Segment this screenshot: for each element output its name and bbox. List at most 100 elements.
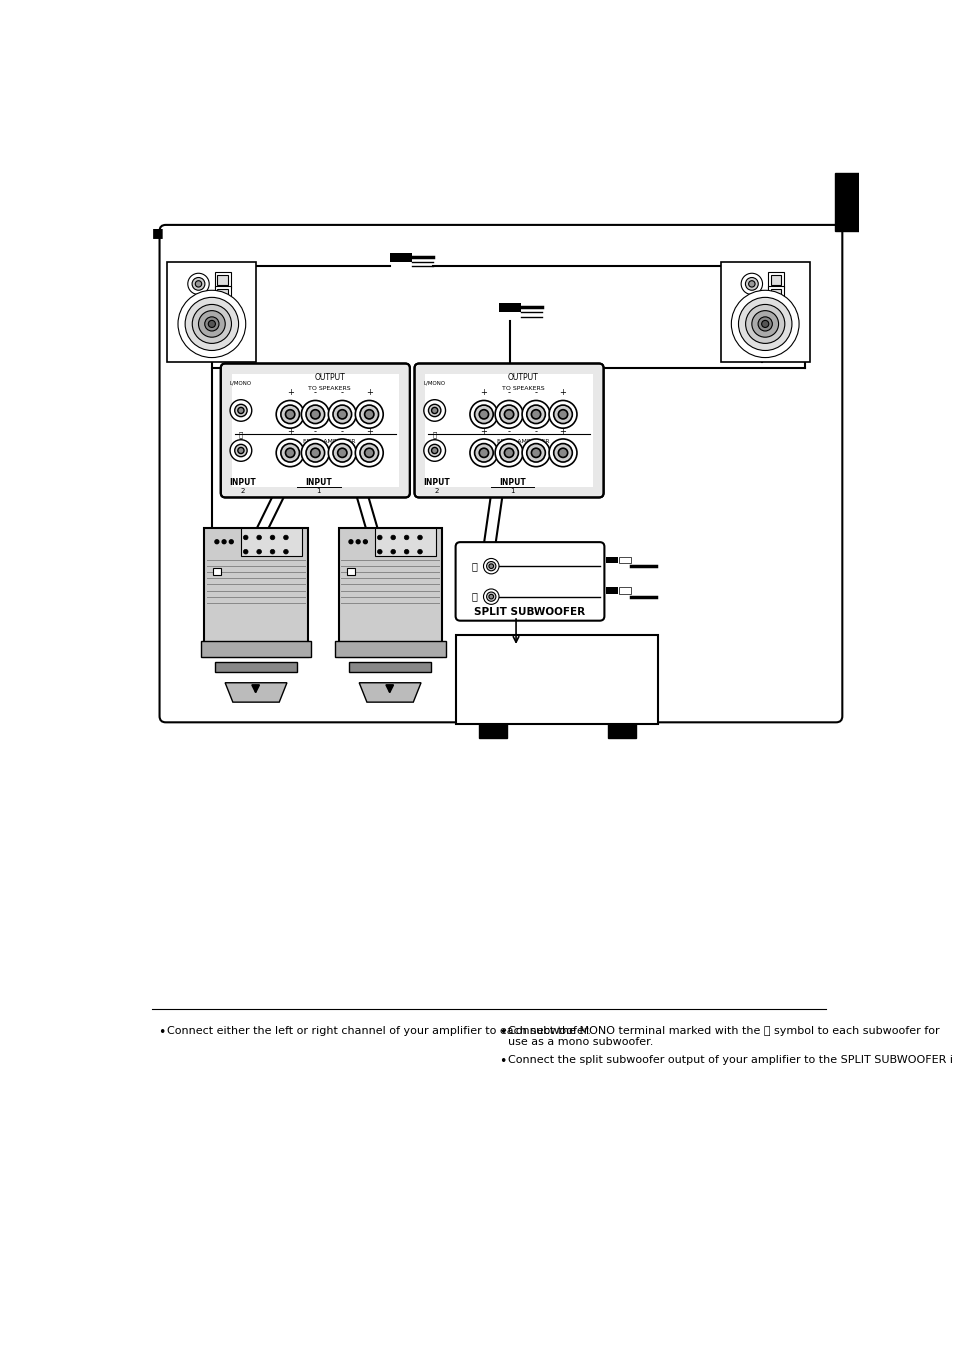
Circle shape: [731, 290, 799, 357]
Circle shape: [504, 410, 513, 419]
Polygon shape: [225, 682, 287, 702]
Circle shape: [178, 290, 246, 357]
Circle shape: [193, 305, 232, 344]
Circle shape: [306, 443, 324, 462]
Circle shape: [359, 406, 378, 423]
Circle shape: [270, 550, 274, 554]
Circle shape: [337, 448, 347, 457]
Text: +: +: [480, 427, 487, 435]
Circle shape: [740, 274, 761, 294]
Text: +: +: [559, 388, 566, 398]
Circle shape: [243, 535, 248, 539]
Circle shape: [355, 539, 359, 543]
Bar: [478, 724, 506, 737]
Circle shape: [474, 443, 493, 462]
Circle shape: [417, 550, 422, 554]
Circle shape: [495, 400, 522, 429]
Circle shape: [333, 443, 352, 462]
Circle shape: [280, 443, 299, 462]
Circle shape: [558, 410, 567, 419]
Circle shape: [553, 443, 572, 462]
Circle shape: [364, 448, 374, 457]
Circle shape: [237, 407, 244, 414]
Circle shape: [521, 400, 550, 429]
Circle shape: [363, 539, 367, 543]
Circle shape: [256, 535, 261, 539]
Text: Ⓛ: Ⓛ: [367, 443, 371, 450]
Circle shape: [237, 448, 244, 453]
Bar: [605, 557, 617, 563]
Circle shape: [549, 400, 577, 429]
Text: INPUT: INPUT: [305, 477, 332, 487]
Text: -: -: [314, 427, 316, 435]
Circle shape: [391, 535, 395, 539]
Circle shape: [280, 406, 299, 423]
Circle shape: [243, 550, 248, 554]
Circle shape: [495, 439, 522, 466]
FancyBboxPatch shape: [159, 225, 841, 723]
Circle shape: [222, 539, 226, 543]
Bar: [347, 568, 355, 576]
Bar: [390, 252, 412, 262]
Text: Ⓡ: Ⓡ: [286, 443, 290, 450]
Text: Ⓛ: Ⓛ: [471, 561, 476, 572]
Text: +: +: [365, 388, 373, 398]
Circle shape: [283, 535, 288, 539]
Circle shape: [229, 539, 233, 543]
Bar: [335, 642, 445, 656]
FancyBboxPatch shape: [220, 364, 410, 497]
Text: -: -: [314, 388, 316, 398]
Text: -: -: [340, 427, 343, 435]
Circle shape: [760, 321, 768, 328]
Circle shape: [526, 406, 545, 423]
Circle shape: [483, 558, 498, 574]
Bar: [767, 286, 783, 302]
Bar: [770, 288, 781, 299]
Text: INPUT: INPUT: [229, 477, 255, 487]
Circle shape: [276, 439, 304, 466]
Circle shape: [478, 410, 488, 419]
FancyBboxPatch shape: [456, 542, 604, 620]
Circle shape: [185, 298, 238, 350]
Circle shape: [428, 445, 440, 457]
Text: ■: ■: [152, 225, 163, 239]
Circle shape: [208, 321, 215, 328]
Text: -: -: [340, 388, 343, 398]
Bar: [217, 288, 228, 299]
Circle shape: [553, 406, 572, 423]
Text: •: •: [158, 1026, 165, 1039]
Circle shape: [364, 410, 374, 419]
Circle shape: [478, 448, 488, 457]
Circle shape: [431, 407, 437, 414]
Text: TO SPEAKERS: TO SPEAKERS: [501, 387, 544, 391]
Circle shape: [531, 410, 540, 419]
Bar: [767, 272, 783, 288]
Polygon shape: [359, 682, 420, 702]
Bar: [498, 303, 520, 311]
Text: L/MONO: L/MONO: [230, 380, 252, 386]
Text: 1: 1: [316, 488, 321, 495]
Circle shape: [391, 550, 395, 554]
Circle shape: [349, 539, 353, 543]
Circle shape: [486, 562, 496, 570]
Text: -: -: [534, 388, 537, 398]
Text: 1: 1: [510, 488, 515, 495]
Circle shape: [188, 274, 209, 294]
Circle shape: [488, 594, 493, 599]
Text: INPUT: INPUT: [498, 477, 525, 487]
Text: OUTPUT: OUTPUT: [508, 373, 538, 381]
Bar: [375, 527, 436, 555]
Circle shape: [499, 443, 517, 462]
Circle shape: [234, 445, 247, 457]
Bar: [338, 527, 441, 656]
Bar: [720, 262, 809, 363]
Bar: [204, 527, 307, 656]
Circle shape: [276, 400, 304, 429]
Bar: [232, 375, 398, 487]
Circle shape: [423, 400, 445, 421]
Text: SPLIT SUBWOOFER: SPLIT SUBWOOFER: [474, 607, 585, 617]
Circle shape: [311, 448, 319, 457]
Circle shape: [214, 539, 218, 543]
Circle shape: [744, 278, 758, 290]
Circle shape: [306, 406, 324, 423]
